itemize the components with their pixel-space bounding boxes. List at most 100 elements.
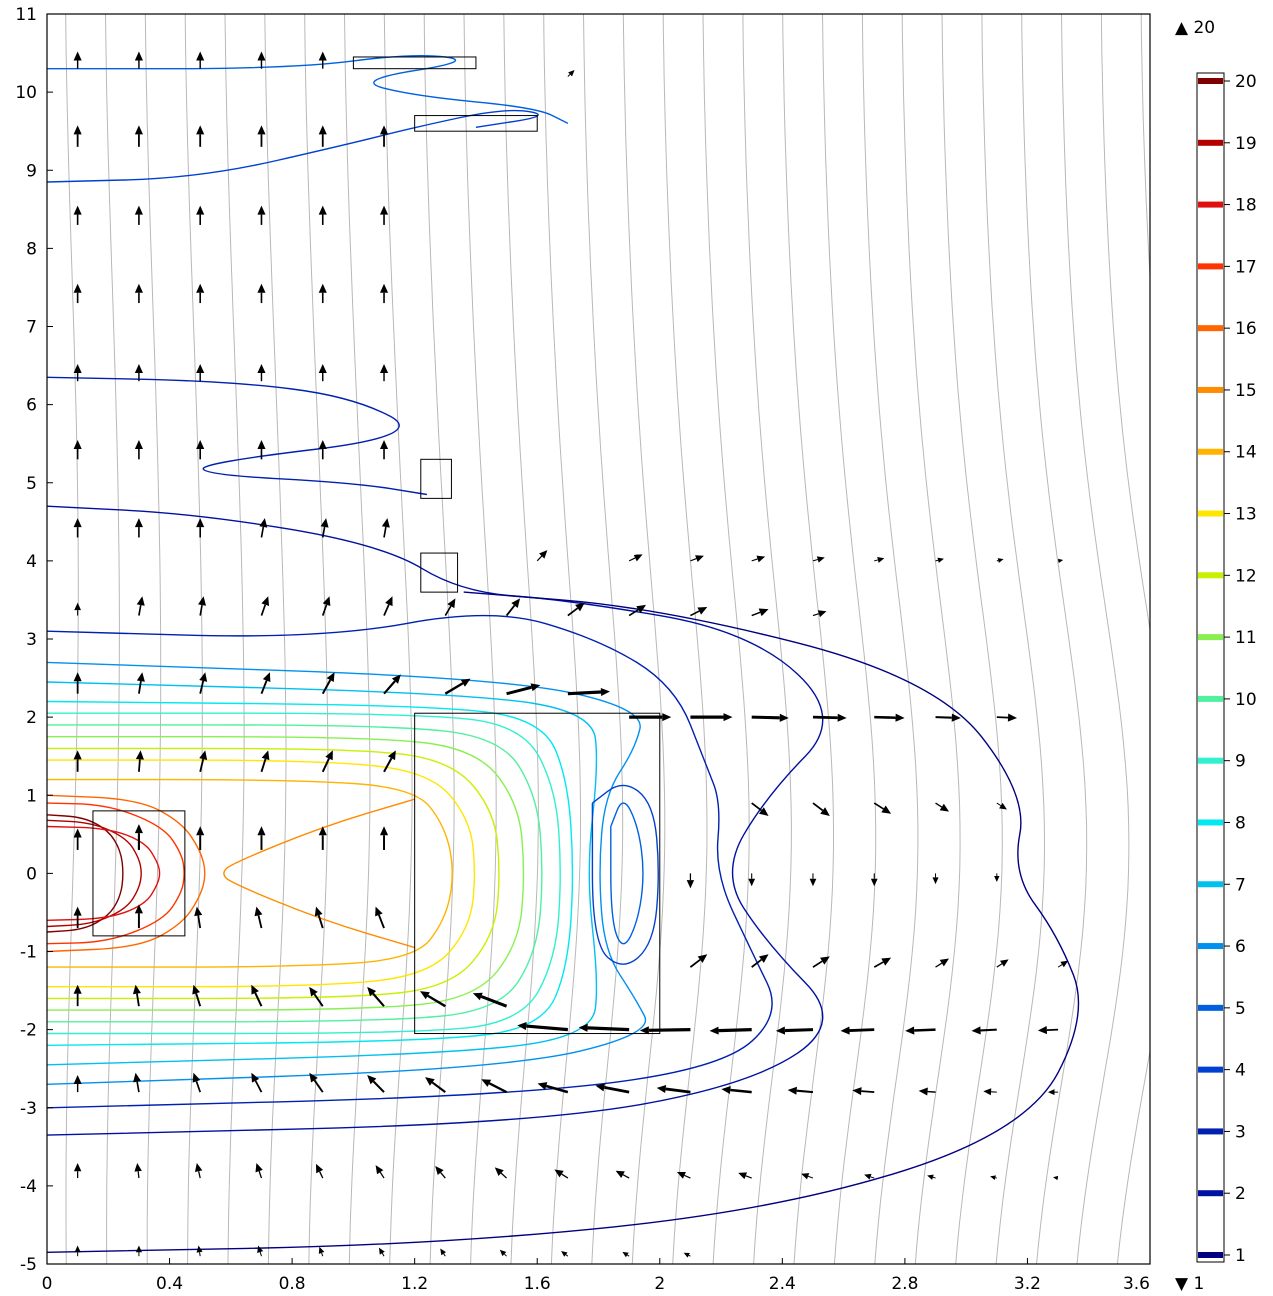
vector-arrow (73, 750, 82, 772)
y-tick-label: 7 (26, 318, 37, 338)
vector-arrow (196, 283, 205, 304)
vector-arrow (134, 824, 143, 850)
vector-arrow (751, 802, 769, 816)
colorbar-swatch (1198, 263, 1223, 270)
colorbar-label: 6 (1235, 937, 1246, 957)
vector-arrow (196, 51, 205, 69)
contour-level-10 (47, 724, 543, 1023)
geometry-rect (92, 810, 186, 937)
streamline (224, 14, 245, 1264)
contour-level-3 (47, 614, 773, 1109)
streamline (822, 14, 877, 1264)
colorbar-swatch (1198, 139, 1223, 146)
y-tick-label: 2 (26, 708, 37, 728)
contour-level-11 (47, 735, 525, 1011)
vector-arrow (135, 750, 144, 772)
vector-arrow (260, 596, 270, 616)
vector-arrow (629, 713, 672, 722)
colorbar-swatch (1198, 386, 1223, 393)
vector-arrow (318, 283, 327, 304)
geometry-rect (420, 552, 459, 593)
vector-arrow (259, 518, 268, 538)
vector-arrow (134, 1163, 142, 1179)
streamline (264, 14, 287, 1264)
colorbar-swatch (1198, 1252, 1223, 1258)
vector-arrow (309, 1072, 324, 1093)
colorbar: 20 19 18 17 16 15 14 13 12 11 10 9 8 7 6 5 4 3 2 1 ▲ 20 ▼ 1 (1175, 18, 1257, 1294)
vector-arrow (381, 518, 390, 538)
y-tick-label: 3 (26, 630, 37, 650)
vector-arrow (709, 1026, 752, 1035)
vector-arrow (840, 1026, 875, 1035)
vector-arrow (499, 1249, 507, 1257)
vector-arrow (73, 125, 82, 147)
vector-arrow (194, 1163, 203, 1179)
vector-arrow (932, 873, 939, 885)
vector-arrow (628, 604, 646, 617)
vector-arrow (874, 713, 905, 722)
vector-arrow (379, 364, 389, 382)
vector-arrow (686, 873, 695, 889)
vector-arrow (375, 1165, 385, 1179)
contour-level-14 (47, 778, 453, 968)
geometry-rect (352, 56, 477, 70)
contour-level-17 (47, 802, 185, 945)
vector-arrow (73, 205, 82, 225)
contour-level-9 (47, 712, 561, 1035)
vector-arrow (134, 51, 143, 69)
colorbar-label: 14 (1235, 443, 1257, 463)
y-axis-ticks: -5 -4 -3 -2 -1 0 1 2 3 4 5 6 7 8 9 10 11 (15, 5, 53, 1275)
streamline (1061, 14, 1130, 1264)
vector-arrow (567, 602, 585, 617)
colorbar-label: 10 (1235, 690, 1257, 710)
vector-arrow (73, 984, 82, 1007)
colorbar-label: 18 (1235, 196, 1257, 216)
vector-arrow (656, 1084, 691, 1094)
vector-arrow (561, 1251, 569, 1257)
vector-arrow (320, 518, 329, 538)
colorbar-swatch (1198, 634, 1223, 641)
vector-arrow (134, 283, 143, 304)
vector-arrow (257, 205, 266, 225)
colorbar-swatch (1198, 448, 1223, 455)
colorbar-label: 4 (1235, 1061, 1246, 1081)
vector-arrow (683, 1252, 691, 1258)
vector-arrow (318, 826, 327, 850)
colorbar-label: 9 (1235, 752, 1246, 772)
y-tick-label: -2 (20, 1021, 37, 1041)
vector-arrow (996, 713, 1018, 722)
streamline (423, 14, 455, 1264)
vector-arrow (595, 1083, 630, 1094)
vector-arrow (314, 906, 324, 929)
y-tick-label: 8 (26, 239, 37, 259)
y-tick-label: 6 (26, 396, 37, 416)
vector-arrow (444, 598, 456, 616)
vector-arrow (379, 826, 389, 850)
x-tick-label: 0 (42, 1274, 53, 1294)
x-tick-label: 2.4 (769, 1274, 796, 1294)
streamline (463, 14, 497, 1264)
vector-arrow (812, 713, 847, 722)
streamline (702, 14, 750, 1264)
vector-arrow (787, 1086, 814, 1095)
vector-arrow (196, 439, 205, 460)
vector-arrow (257, 125, 266, 147)
vector-arrow (990, 1175, 997, 1181)
vector-arrow (73, 1163, 82, 1179)
vector-arrow (517, 1022, 568, 1032)
streamline (981, 14, 1046, 1264)
contour-level-12 (47, 747, 500, 1000)
vector-arrow (537, 1082, 569, 1094)
vector-arrow (136, 672, 145, 694)
colorbar-swatch (1198, 943, 1223, 950)
vector-arrow (309, 986, 324, 1007)
x-tick-label: 3.2 (1014, 1274, 1041, 1294)
streamline (304, 14, 329, 1264)
vector-arrow (136, 596, 145, 616)
vector-arrow (864, 1173, 875, 1180)
colorbar-swatch (1198, 201, 1223, 208)
vector-arrow (812, 956, 830, 968)
vector-arrow (809, 873, 817, 887)
x-tick-label: 0.4 (156, 1274, 183, 1294)
vector-arrow (1057, 960, 1069, 968)
